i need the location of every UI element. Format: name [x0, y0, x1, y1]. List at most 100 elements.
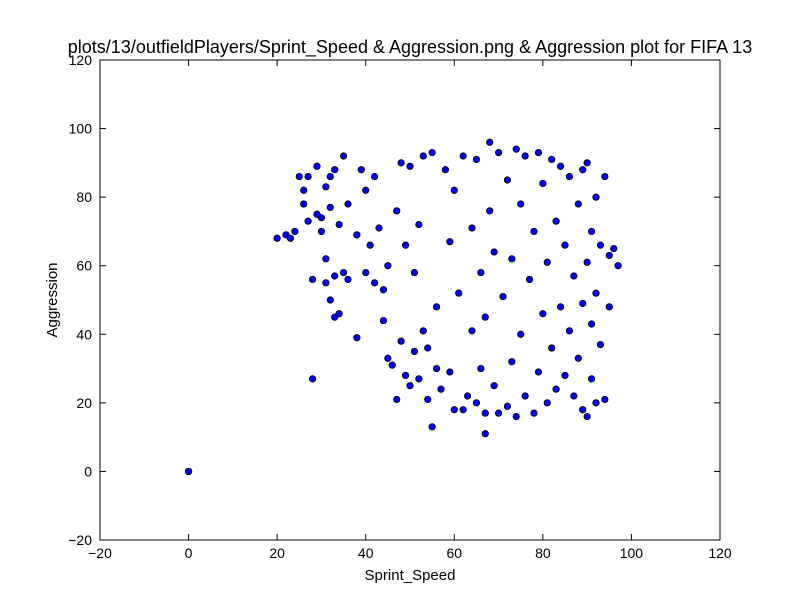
scatter-point	[601, 172, 609, 181]
scatter-point	[486, 207, 494, 215]
scatter-point	[397, 337, 405, 345]
scatter-point	[322, 183, 330, 191]
scatter-point	[322, 279, 330, 287]
scatter-point	[322, 255, 330, 263]
scatter-point	[556, 162, 565, 170]
scatter-point	[521, 152, 529, 160]
scatter-point	[530, 227, 538, 236]
scatter-point	[481, 313, 489, 321]
scatter-point	[326, 172, 334, 181]
x-axis: −20 0 20 40 60 80 100 120	[88, 60, 732, 561]
y-tick-label: 120	[69, 52, 93, 68]
scatter-point	[362, 186, 370, 194]
x-axis-label: Sprint_Speed	[365, 567, 456, 584]
scatter-point	[610, 244, 618, 253]
scatter-point	[463, 392, 472, 400]
y-tick-label: 40	[76, 326, 92, 342]
scatter-point	[424, 395, 432, 404]
scatter-point	[579, 166, 587, 174]
scatter-point	[339, 268, 348, 277]
scatter-point	[366, 241, 374, 249]
scatter-point	[384, 354, 392, 362]
scatter-point	[379, 316, 388, 325]
y-tick-label: 20	[76, 395, 92, 411]
y-tick-label: 60	[76, 258, 92, 274]
scatter-point	[583, 159, 591, 167]
scatter-point	[437, 385, 445, 393]
scatter-point	[308, 275, 317, 284]
scatter-point	[539, 310, 547, 318]
scatter-point	[574, 354, 582, 362]
scatter-point	[521, 392, 529, 400]
scatter-point	[508, 255, 516, 263]
plot-area-frame	[99, 59, 721, 541]
scatter-point	[583, 412, 591, 421]
scatter-point	[331, 166, 339, 174]
scatter-point	[393, 207, 401, 215]
scatter-point	[317, 227, 326, 236]
y-tick-label: 80	[76, 189, 92, 205]
scatter-point	[370, 279, 379, 287]
scatter-point	[317, 214, 326, 222]
scatter-point	[477, 364, 485, 373]
scatter-point	[468, 327, 476, 335]
scatter-point	[339, 152, 348, 160]
y-axis-label: Aggression	[44, 262, 61, 337]
x-tick-label: 80	[535, 545, 551, 561]
scatter-point	[331, 272, 339, 280]
scatter-point	[313, 162, 321, 170]
scatter-point	[450, 186, 458, 194]
scatter-point	[455, 289, 463, 297]
scatter-point	[393, 395, 401, 404]
scatter-point	[561, 241, 569, 249]
scatter-point	[477, 268, 485, 277]
scatter-point	[397, 159, 405, 167]
x-tick-label: 100	[620, 545, 644, 561]
scatter-point	[508, 358, 516, 366]
scatter-point	[415, 375, 423, 383]
scatter-point	[494, 148, 503, 157]
scatter-point	[512, 145, 520, 153]
scatter-point	[362, 268, 370, 277]
scatter-point	[601, 395, 609, 404]
scatter-point	[490, 382, 498, 390]
scatter-point	[517, 200, 525, 208]
scatter-point	[304, 172, 312, 181]
scatter-point	[486, 138, 494, 146]
y-tick-label: 0	[84, 463, 92, 479]
scatter-point	[565, 172, 574, 181]
scatter-point	[300, 200, 308, 208]
scatter-point	[300, 186, 308, 194]
x-tick-label: 0	[185, 545, 193, 561]
scatter-point	[592, 193, 600, 201]
chart-title: plots/13/outfieldPlayers/Sprint_Speed & …	[68, 37, 752, 58]
scatter-point	[614, 262, 622, 270]
scatter-point	[548, 155, 556, 164]
scatter-point	[388, 361, 396, 369]
scatter-point	[579, 406, 587, 414]
scatter-point	[472, 155, 481, 164]
scatter-point	[410, 268, 419, 277]
scatter-point	[512, 412, 520, 421]
scatter-point	[499, 292, 507, 301]
scatter-point	[335, 310, 343, 318]
scatter-point	[304, 217, 312, 225]
scatter-point	[410, 347, 419, 356]
scatter-point	[534, 368, 543, 376]
scatter-point	[446, 368, 454, 376]
scatter-point	[446, 238, 454, 246]
scatter-point	[459, 152, 467, 160]
scatter-point	[450, 406, 458, 414]
scatter-point	[441, 166, 450, 174]
scatter-point	[326, 296, 334, 304]
scatter-point	[375, 224, 383, 232]
y-tick-label: 100	[69, 121, 93, 137]
scatter-point	[579, 299, 587, 308]
scatter-point	[592, 399, 600, 407]
scatter-point	[587, 227, 596, 236]
scatter-point	[428, 148, 436, 157]
scatter-point	[432, 364, 441, 373]
scatter-point	[534, 148, 543, 157]
scatter-point	[415, 220, 423, 229]
